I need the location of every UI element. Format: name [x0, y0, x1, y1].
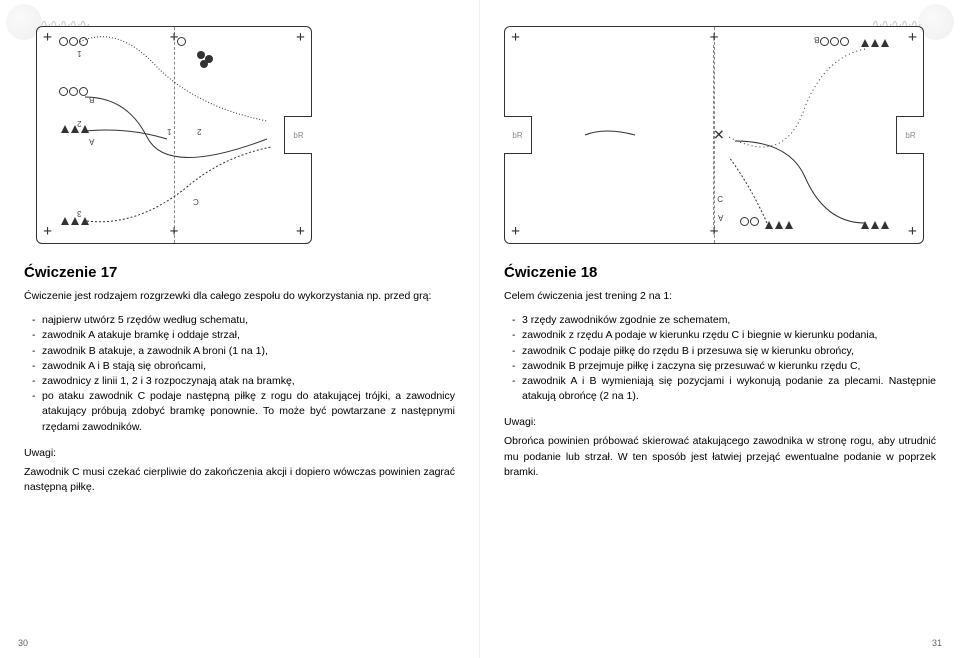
page-spread: ∿∿∿∿∿ + + + + + + bR — [0, 0, 960, 658]
notes-heading: Uwagi: — [504, 416, 936, 428]
bullet-item: zawodnik z rzędu A podaje w kierunku rzę… — [512, 328, 936, 343]
field-label-2: 2 — [77, 119, 81, 128]
field-label-a: A — [718, 213, 723, 222]
bullet-item: zawodnik B atakuje, a zawodnik A broni (… — [32, 344, 455, 359]
notes-heading: Uwagi: — [24, 447, 455, 459]
diagram-exercise-17: + + + + + + bR — [24, 20, 455, 250]
bullet-item: zawodnik A i B wymieniają się pozycjami … — [512, 374, 936, 404]
field-box: + + + + + + bR bR ✕ — [504, 26, 924, 244]
exercise-intro: Celem ćwiczenia jest trening 2 na 1: — [504, 289, 936, 303]
field-label-b: B — [89, 95, 94, 104]
bullet-item: zawodnik A atakuje bramkę i oddaje strza… — [32, 328, 455, 343]
page-right: ∿∿∿∿∿ + + + + + + bR bR ✕ — [480, 0, 960, 658]
exercise-bullets: najpierw utwórz 5 rzędów według schematu… — [24, 313, 455, 435]
exercise-title: Ćwiczenie 17 — [24, 264, 455, 281]
bullet-item: po ataku zawodnik C podaje następną piłk… — [32, 389, 455, 435]
bullet-item: zawodnik A i B stają się obrońcami, — [32, 359, 455, 374]
exercise-bullets: 3 rzędy zawodników zgodnie ze schematem,… — [504, 313, 936, 404]
field-label-c: C — [717, 195, 723, 204]
bullet-item: zawodnik B przejmuje piłkę i zaczyna się… — [512, 359, 936, 374]
field-label-3: 3 — [77, 209, 81, 218]
field-label-b: B — [814, 35, 819, 44]
bullet-item: zawodnicy z linii 1, 2 i 3 rozpoczynają … — [32, 374, 455, 389]
exercise-intro: Ćwiczenie jest rodzajem rozgrzewki dla c… — [24, 289, 455, 303]
exercise-title: Ćwiczenie 18 — [504, 264, 936, 281]
field-label-1: 1 — [167, 127, 171, 136]
bullet-item: 3 rzędy zawodników zgodnie ze schematem, — [512, 313, 936, 328]
notes-body: Zawodnik C musi czekać cierpliwie do zak… — [24, 465, 455, 495]
field-label-c: C — [193, 197, 199, 206]
page-left: ∿∿∿∿∿ + + + + + + bR — [0, 0, 480, 658]
bullet-item: najpierw utwórz 5 rzędów według schematu… — [32, 313, 455, 328]
notes-body: Obrońca powinien próbować skierować atak… — [504, 434, 936, 480]
field-box: + + + + + + bR — [36, 26, 312, 244]
dribble-paths-icon — [505, 27, 925, 245]
page-number: 30 — [18, 638, 28, 648]
page-number: 31 — [932, 638, 942, 648]
field-label-2: 2 — [197, 127, 201, 136]
diagram-exercise-18: + + + + + + bR bR ✕ — [504, 20, 936, 250]
field-label-1: 1 — [77, 49, 81, 58]
field-label-a: A — [89, 137, 94, 146]
bullet-item: zawodnik C podaje piłkę do rzędu B i prz… — [512, 344, 936, 359]
